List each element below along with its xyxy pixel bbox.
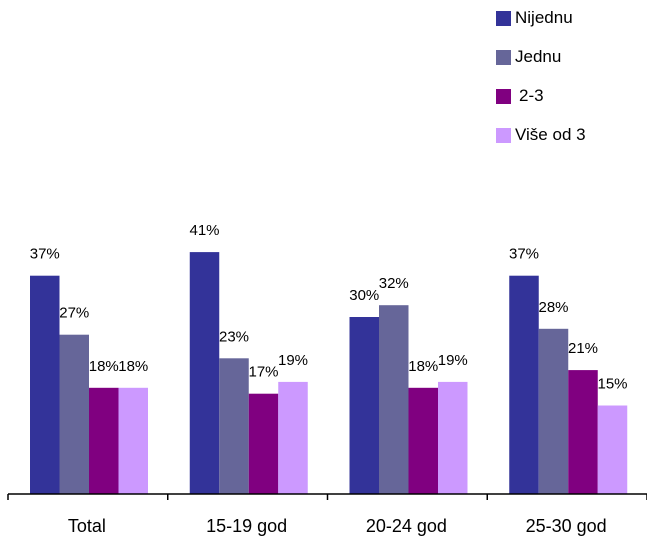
x-tick-label-25-30-god: 25-30 god (526, 516, 607, 536)
bar-jednu-15-19-god (219, 358, 249, 494)
legend-swatch-jednu (496, 50, 511, 65)
x-tick-label-total: Total (68, 516, 106, 536)
bar-2-3-20-24-god (408, 387, 438, 494)
bar-vi-e-od-3-25-30-god (597, 405, 628, 494)
bar-2-3-total (89, 387, 119, 494)
bar-jednu-total (59, 334, 89, 494)
bar-jednu-25-30-god (538, 328, 569, 494)
data-label-2-3-15-19-god: 17% (248, 364, 278, 381)
bar-vi-e-od-3-20-24-god (438, 381, 468, 494)
legend-item-jednu: Jednu (496, 45, 586, 84)
data-label-nijednu-15-19-god: 41% (189, 222, 219, 239)
legend-item-vise-od-3: Više od 3 (496, 123, 586, 162)
bar-2-3-25-30-god (568, 370, 598, 494)
data-label-jednu-total: 27% (59, 305, 89, 322)
bar-nijednu-15-19-god (189, 252, 220, 494)
data-label-vi-e-od-3-15-19-god: 19% (278, 352, 308, 369)
legend-label-2-3: 2-3 (519, 86, 544, 105)
data-label-2-3-25-30-god: 21% (568, 340, 598, 357)
data-label-2-3-20-24-god: 18% (408, 358, 438, 375)
x-tick-label-20-24-god: 20-24 god (366, 516, 447, 536)
bar-vi-e-od-3-total (118, 387, 148, 494)
legend-label-jednu: Jednu (515, 47, 562, 66)
legend-item-2-3: 2-3 (496, 84, 586, 123)
data-label-jednu-20-24-god: 32% (379, 275, 409, 292)
bar-nijednu-25-30-god (509, 275, 539, 494)
data-label-vi-e-od-3-25-30-god: 15% (597, 376, 627, 393)
data-label-vi-e-od-3-20-24-god: 19% (438, 352, 468, 369)
legend-swatch-2-3 (496, 89, 511, 104)
bar-nijednu-total (30, 275, 60, 494)
legend-label-nijednu: Nijednu (515, 8, 573, 27)
bar-jednu-20-24-god (379, 305, 409, 494)
legend-label-vise-od-3: Više od 3 (515, 125, 586, 144)
bar-nijednu-20-24-god (349, 317, 379, 494)
data-label-vi-e-od-3-total: 18% (118, 358, 148, 375)
legend-swatch-nijednu (496, 11, 511, 26)
bar-2-3-15-19-god (248, 393, 279, 494)
data-label-2-3-total: 18% (89, 358, 119, 375)
data-label-nijednu-25-30-god: 37% (509, 246, 539, 263)
x-tick-label-15-19-god: 15-19 god (206, 516, 287, 536)
legend-swatch-vise-od-3 (496, 128, 511, 143)
legend-item-nijednu: Nijednu (496, 6, 586, 45)
data-label-nijednu-20-24-god: 30% (349, 287, 379, 304)
data-label-nijednu-total: 37% (30, 246, 60, 263)
data-label-jednu-15-19-god: 23% (219, 328, 249, 345)
data-label-jednu-25-30-god: 28% (538, 299, 568, 316)
legend: Nijednu Jednu 2-3 Više od 3 (496, 6, 586, 162)
bar-vi-e-od-3-15-19-god (278, 381, 308, 494)
